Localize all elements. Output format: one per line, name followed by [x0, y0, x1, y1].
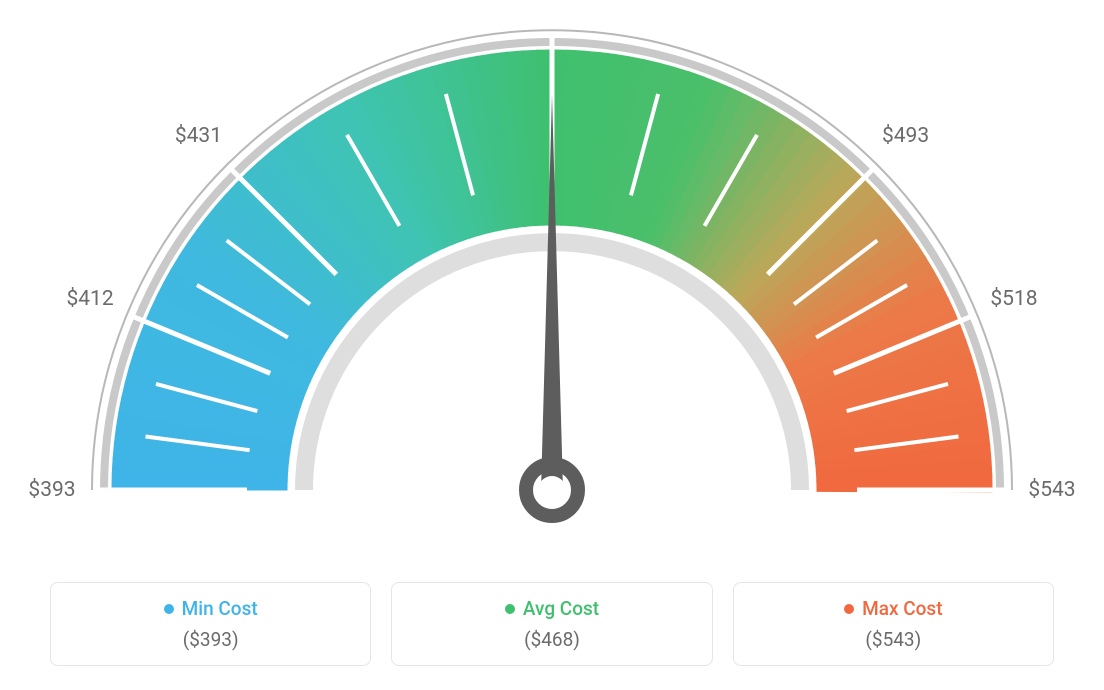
gauge-tick-label: $468: [528, 0, 575, 2]
legend-label-avg: Avg Cost: [523, 597, 599, 620]
legend-dot-min: [164, 604, 174, 614]
legend-dot-max: [844, 604, 854, 614]
legend-value-min: ($393): [61, 628, 360, 651]
legend-row: Min Cost ($393) Avg Cost ($468) Max Cost…: [50, 582, 1054, 666]
cost-gauge: $393 $412 $431 $468 $493 $518 $543: [0, 0, 1104, 560]
legend-title-min: Min Cost: [164, 597, 258, 620]
gauge-tick-label: $393: [28, 478, 75, 502]
gauge-tick-label: $431: [175, 124, 222, 148]
legend-label-max: Max Cost: [862, 597, 942, 620]
gauge-svg: [0, 0, 1104, 560]
gauge-tick-label: $543: [1028, 478, 1075, 502]
legend-label-min: Min Cost: [182, 597, 258, 620]
legend-value-max: ($543): [744, 628, 1043, 651]
legend-title-avg: Avg Cost: [505, 597, 599, 620]
gauge-tick-label: $412: [66, 287, 113, 311]
legend-dot-avg: [505, 604, 515, 614]
legend-card-avg: Avg Cost ($468): [391, 582, 712, 666]
legend-title-max: Max Cost: [844, 597, 942, 620]
gauge-tick-label: $493: [882, 124, 929, 148]
gauge-tick-label: $518: [990, 287, 1037, 311]
legend-card-min: Min Cost ($393): [50, 582, 371, 666]
legend-value-avg: ($468): [402, 628, 701, 651]
legend-card-max: Max Cost ($543): [733, 582, 1054, 666]
